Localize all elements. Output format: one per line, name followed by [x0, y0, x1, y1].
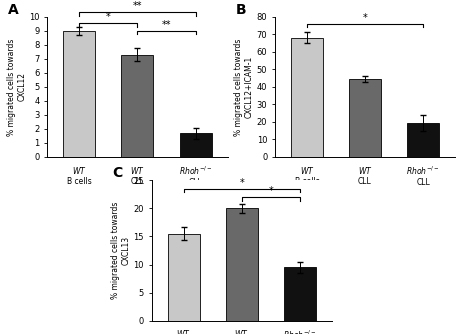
Y-axis label: % migrated cells towards
CXCL13: % migrated cells towards CXCL13	[111, 202, 131, 299]
Bar	[349, 79, 381, 157]
Bar	[226, 208, 258, 321]
Text: **: **	[133, 1, 142, 11]
Bar	[180, 133, 211, 157]
Bar	[407, 123, 439, 157]
Text: *: *	[363, 13, 367, 23]
Y-axis label: % migrated cells towards
CXCL12: % migrated cells towards CXCL12	[7, 38, 27, 136]
Bar	[291, 38, 323, 157]
Text: *: *	[106, 12, 111, 22]
Text: **: **	[162, 20, 171, 30]
Y-axis label: % migrated cells towards
CXCL12+ICAM-1: % migrated cells towards CXCL12+ICAM-1	[235, 38, 254, 136]
Text: *: *	[268, 186, 273, 196]
Bar	[284, 267, 316, 321]
Bar	[64, 31, 95, 157]
Bar	[121, 54, 154, 157]
Text: C: C	[112, 166, 122, 180]
Bar	[168, 234, 200, 321]
Text: *: *	[239, 178, 244, 188]
Text: B: B	[235, 3, 246, 17]
Text: A: A	[8, 3, 18, 17]
